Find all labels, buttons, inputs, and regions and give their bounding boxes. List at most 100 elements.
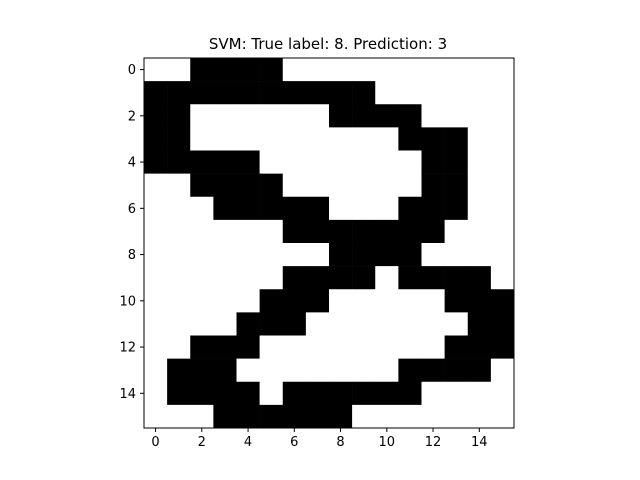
heatmap-cell [398, 58, 422, 82]
heatmap-cell [329, 404, 353, 429]
heatmap-cell [167, 127, 191, 151]
heatmap-cell [421, 358, 445, 383]
heatmap-cell [444, 219, 469, 244]
heatmap-cell [444, 335, 469, 359]
heatmap-cell [259, 104, 284, 128]
x-tick-label: 4 [244, 435, 252, 450]
heatmap-cell [305, 196, 330, 221]
heatmap-cell [375, 196, 399, 221]
heatmap-cell [490, 219, 515, 244]
y-tick-label: 12 [119, 341, 136, 356]
heatmap-cell [375, 219, 399, 244]
heatmap-cell [490, 404, 515, 429]
heatmap-cell [213, 104, 237, 128]
plot-frame [143, 57, 515, 429]
heatmap-cell [213, 196, 237, 221]
heatmap-cell [167, 243, 191, 267]
heatmap-cell [282, 404, 307, 429]
heatmap-cell [467, 289, 492, 313]
x-tick-label: 12 [425, 435, 442, 450]
heatmap-cell [467, 312, 492, 336]
heatmap-cell [190, 81, 214, 105]
heatmap-cell [398, 312, 422, 336]
heatmap-cell [167, 58, 191, 82]
heatmap-cell [167, 196, 191, 221]
heatmap-cell [329, 335, 353, 359]
heatmap-cell [259, 173, 284, 198]
heatmap-cell [375, 289, 399, 313]
heatmap-cell [213, 150, 237, 174]
heatmap-cell [444, 150, 469, 174]
heatmap-cell [329, 173, 353, 198]
heatmap-cell [282, 173, 307, 198]
heatmap-cell [421, 335, 445, 359]
heatmap-cell [144, 358, 168, 383]
heatmap-cell [398, 219, 422, 244]
heatmap-cell [444, 196, 469, 221]
heatmap-cell [398, 404, 422, 429]
heatmap-cell [305, 173, 330, 198]
heatmap-cell [352, 335, 376, 359]
heatmap-cell [144, 243, 168, 267]
heatmap-cell [213, 266, 237, 290]
heatmap-cell [375, 58, 399, 82]
heatmap-cell [213, 312, 237, 336]
heatmap-cell [467, 173, 492, 198]
heatmap-cell [282, 358, 307, 383]
heatmap-cell [259, 289, 284, 313]
heatmap-cell [259, 404, 284, 429]
heatmap-cell [421, 173, 445, 198]
heatmap-cell [144, 404, 168, 429]
heatmap-cell [375, 266, 399, 290]
heatmap-cell [282, 127, 307, 151]
heatmap-cell [305, 150, 330, 174]
heatmap-cell [259, 358, 284, 383]
heatmap-cell [375, 381, 399, 406]
heatmap-cell [467, 358, 492, 383]
heatmap-cell [490, 266, 515, 290]
heatmap-cell [282, 104, 307, 128]
heatmap-cell [444, 104, 469, 128]
heatmap-cell [144, 104, 168, 128]
heatmap-cell [467, 266, 492, 290]
heatmap-cell [329, 58, 353, 82]
heatmap-cell [352, 289, 376, 313]
heatmap-cell [352, 196, 376, 221]
heatmap-cell [305, 289, 330, 313]
heatmap-cell [282, 219, 307, 244]
heatmap-cell [236, 173, 260, 198]
heatmap-cell [375, 150, 399, 174]
heatmap-cell [398, 335, 422, 359]
heatmap-cell [282, 81, 307, 105]
heatmap-cell [421, 266, 445, 290]
heatmap-cell [421, 381, 445, 406]
heatmap-cell [282, 58, 307, 82]
heatmap-cell [329, 104, 353, 128]
heatmap-cell [444, 243, 469, 267]
heatmap-cell [213, 127, 237, 151]
y-tick-label: 14 [119, 387, 136, 402]
heatmap-cell [305, 358, 330, 383]
heatmap-cell [282, 243, 307, 267]
heatmap-cell [375, 243, 399, 267]
heatmap-cell [329, 150, 353, 174]
heatmap-cell [421, 289, 445, 313]
heatmap-cell [213, 58, 237, 82]
heatmap-cell [144, 58, 168, 82]
heatmap-cell [190, 289, 214, 313]
heatmap-cell [375, 358, 399, 383]
heatmap-cell [444, 127, 469, 151]
heatmap-cell [421, 219, 445, 244]
heatmap-cell [329, 219, 353, 244]
heatmap-cell [167, 358, 191, 383]
heatmap-cell [398, 127, 422, 151]
heatmap-cell [282, 150, 307, 174]
heatmap-cell [375, 104, 399, 128]
heatmap-cell [490, 289, 515, 313]
heatmap-cell [444, 289, 469, 313]
heatmap-cell [236, 127, 260, 151]
heatmap-cell [236, 243, 260, 267]
heatmap-cell [190, 358, 214, 383]
heatmap-cell [490, 127, 515, 151]
